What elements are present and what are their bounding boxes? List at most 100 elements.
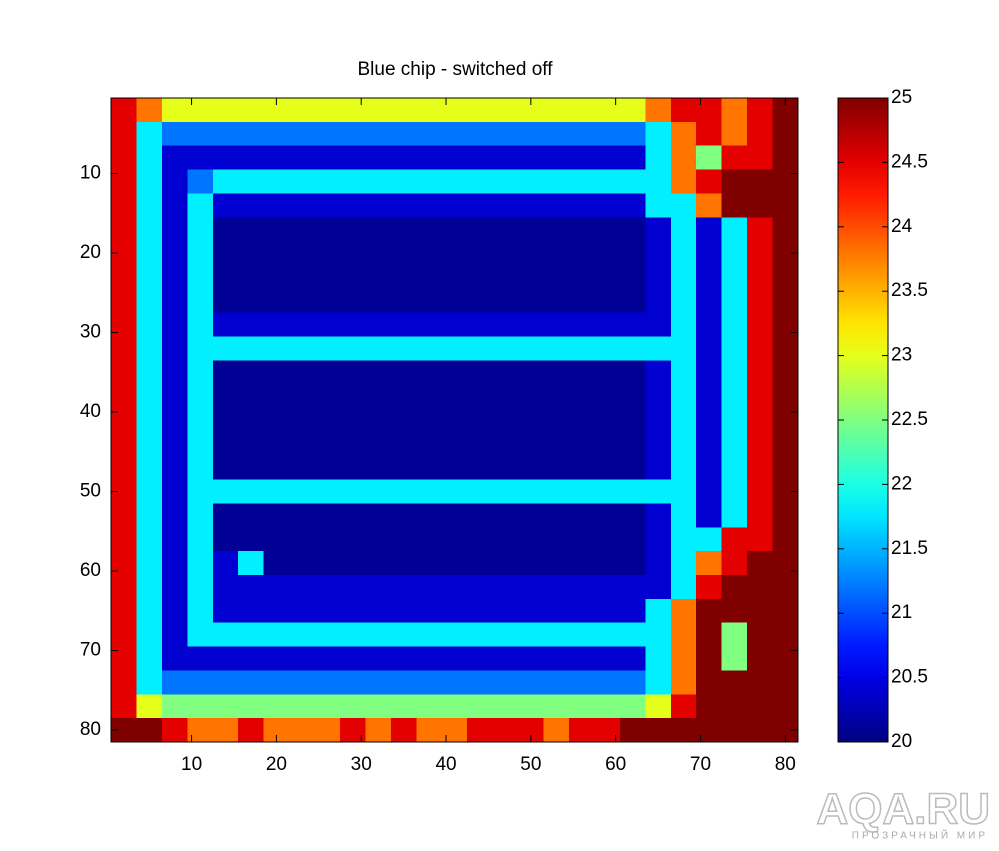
heat-cell	[340, 527, 366, 552]
heat-cell	[212, 336, 239, 361]
heat-cell	[340, 169, 366, 194]
heat-cell	[721, 598, 748, 624]
heat-cell	[416, 241, 443, 266]
heat-cell	[619, 145, 646, 171]
x-tick-label: 50	[520, 754, 541, 775]
heat-cell	[136, 408, 163, 433]
heat-cell	[619, 193, 646, 218]
heat-cell	[161, 241, 188, 266]
heat-cell	[238, 121, 265, 147]
heat-cell	[416, 169, 443, 194]
heat-cell	[594, 527, 621, 552]
heat-cell	[238, 336, 265, 361]
heat-cell	[263, 551, 290, 576]
heat-cell	[518, 598, 545, 624]
heat-cell	[645, 455, 672, 481]
heat-cell	[747, 264, 774, 290]
heat-cell	[772, 384, 799, 409]
heat-cell	[187, 622, 214, 648]
heat-cell	[518, 622, 545, 648]
heat-cell	[543, 408, 570, 433]
heat-cell	[747, 408, 774, 433]
heat-cell	[136, 98, 163, 123]
heat-cell	[314, 598, 341, 624]
heat-cell	[467, 121, 494, 147]
heat-cell	[136, 670, 163, 695]
heat-cell	[543, 455, 570, 481]
heat-cell	[721, 384, 748, 409]
heat-cell	[136, 169, 163, 194]
heat-cell	[492, 479, 519, 504]
heat-cell	[340, 384, 366, 409]
heat-cell	[721, 241, 748, 266]
heat-cell	[187, 455, 214, 481]
heat-cell	[187, 145, 214, 171]
heat-cell	[390, 241, 417, 266]
heat-cell	[772, 527, 799, 552]
heat-cell	[543, 479, 570, 504]
heat-cell	[390, 598, 417, 624]
heat-cell	[314, 264, 341, 290]
heat-cell	[187, 598, 214, 624]
chart-title: Blue chip - switched off	[357, 59, 553, 80]
heat-cell	[543, 264, 570, 290]
heat-cell	[747, 670, 774, 695]
heat-cell	[314, 145, 341, 171]
heat-cell	[390, 479, 417, 504]
heat-cell	[416, 503, 443, 528]
heat-cell	[569, 455, 595, 481]
heat-cell	[518, 479, 545, 504]
heat-cell	[212, 694, 239, 719]
heat-cell	[747, 336, 774, 361]
heat-cell	[111, 670, 137, 695]
heat-cell	[390, 384, 417, 409]
heat-cell	[187, 527, 214, 552]
y-tick-label: 50	[80, 481, 101, 502]
colorbar-tick-label: 20.5	[891, 667, 928, 688]
heat-cell	[416, 479, 443, 504]
heat-cell	[670, 169, 697, 194]
colorbar	[837, 97, 889, 743]
heat-cell	[111, 575, 137, 600]
heat-cell	[670, 312, 697, 338]
heat-cell	[161, 431, 188, 457]
heat-cell	[238, 455, 265, 481]
heat-cell	[594, 551, 621, 576]
heat-cell	[518, 384, 545, 409]
heat-cell	[569, 622, 595, 648]
heat-cell	[645, 479, 672, 504]
heat-cell	[467, 360, 494, 385]
heat-cell	[340, 288, 366, 314]
heat-cell	[340, 121, 366, 147]
heat-cell	[619, 431, 646, 457]
heat-cell	[390, 622, 417, 648]
heat-cell	[238, 503, 265, 528]
heat-cell	[238, 718, 265, 743]
heat-cell	[645, 336, 672, 361]
heat-cell	[594, 336, 621, 361]
heat-cell	[518, 121, 545, 147]
heat-cell	[747, 384, 774, 409]
heat-cell	[187, 694, 214, 719]
colorbar-tick-label: 24	[891, 216, 913, 237]
heat-cell	[390, 169, 417, 194]
heat-cell	[289, 360, 316, 385]
heat-cell	[670, 431, 697, 457]
heat-cell	[492, 551, 519, 576]
heat-cell	[441, 193, 468, 218]
colorbar-tick-label: 22	[891, 473, 912, 494]
heat-cell	[263, 598, 290, 624]
heat-cell	[111, 455, 137, 481]
heat-cell	[619, 455, 646, 481]
heat-cell	[619, 288, 646, 314]
heat-cell	[314, 551, 341, 576]
heat-cell	[390, 455, 417, 481]
heat-cell	[492, 121, 519, 147]
heat-cell	[721, 622, 748, 648]
heat-cell	[416, 527, 443, 552]
heat-cell	[747, 241, 774, 266]
heat-cell	[187, 312, 214, 338]
heat-cell	[747, 575, 774, 600]
heat-cell	[212, 384, 239, 409]
heat-cell	[747, 312, 774, 338]
